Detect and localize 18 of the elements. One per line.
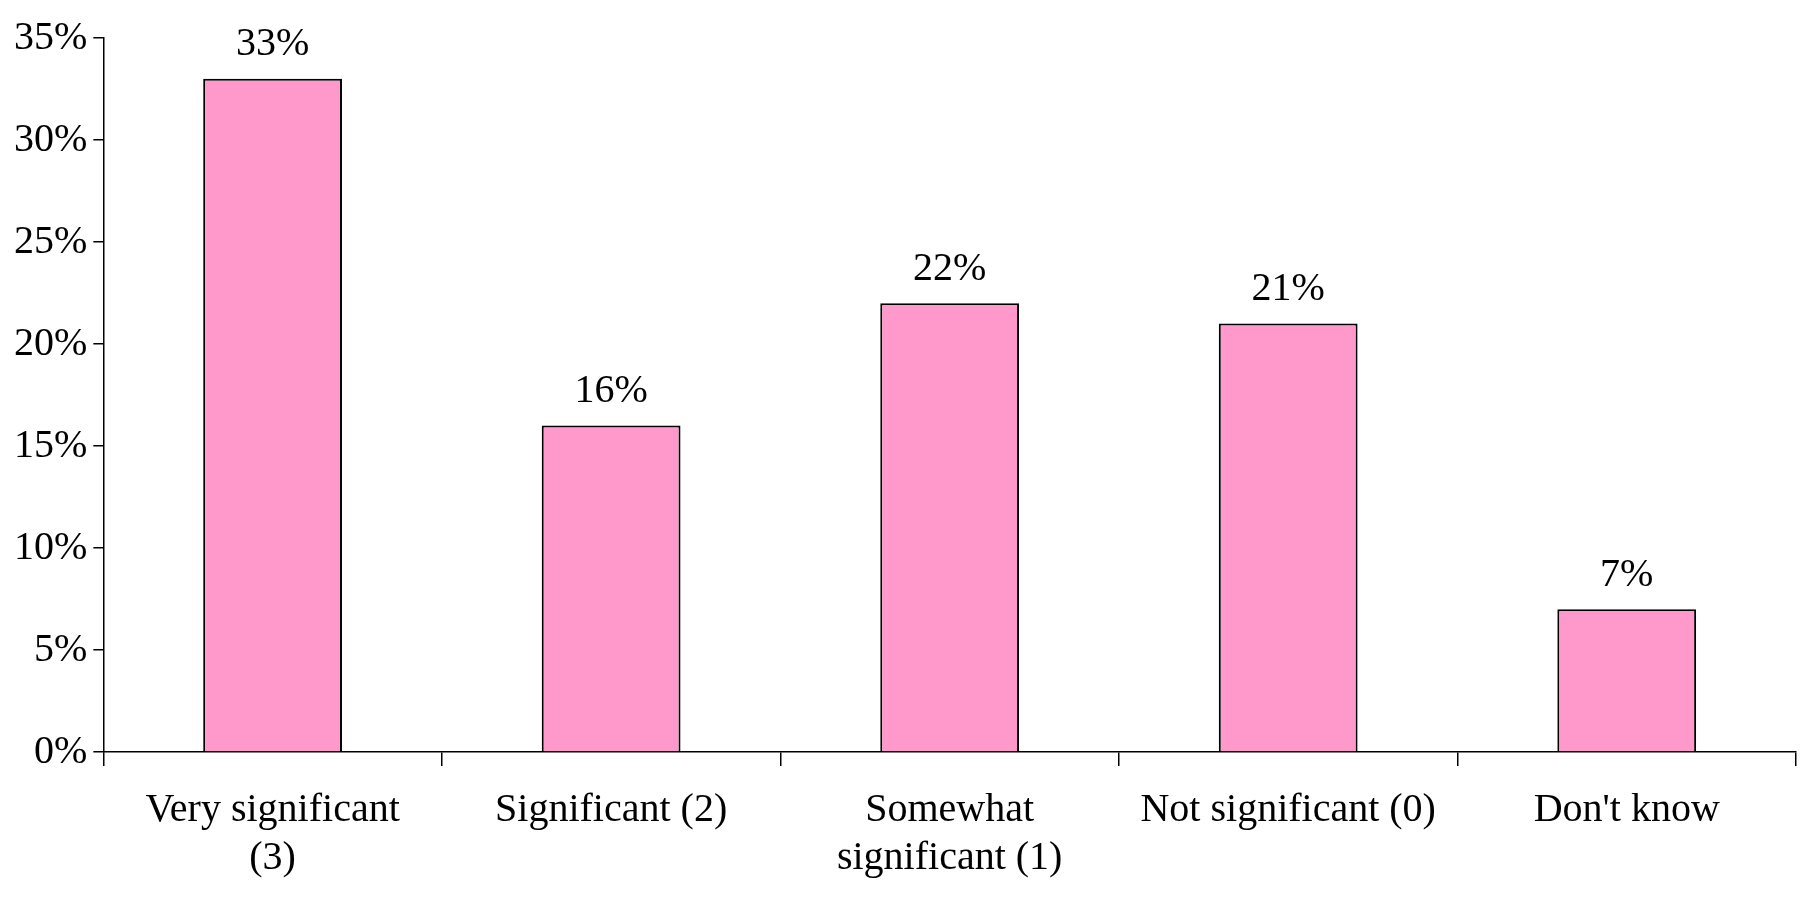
x-tick-label: Not significant (0) xyxy=(1140,784,1436,830)
y-tick-label: 20% xyxy=(13,318,88,364)
x-tick-label: Significant (2) xyxy=(495,784,728,830)
data-label: 33% xyxy=(235,19,310,65)
y-tick-label: 25% xyxy=(13,216,88,262)
data-label: 22% xyxy=(913,243,987,289)
data-label: 21% xyxy=(1251,264,1325,310)
x-tick-label: Somewhat significant (1) xyxy=(836,784,1063,878)
data-label: 7% xyxy=(1600,549,1654,595)
y-tick-label: 5% xyxy=(33,624,88,670)
data-label: 16% xyxy=(574,366,648,412)
y-tick-label: 35% xyxy=(13,12,88,58)
x-tick-label: Very significant (3) xyxy=(145,784,400,878)
y-tick-label: 30% xyxy=(13,114,88,160)
y-tick-label: 0% xyxy=(33,726,88,772)
x-tick-label: Don't know xyxy=(1533,784,1720,830)
y-tick-label: 10% xyxy=(13,522,88,568)
y-tick-label: 15% xyxy=(13,420,88,466)
